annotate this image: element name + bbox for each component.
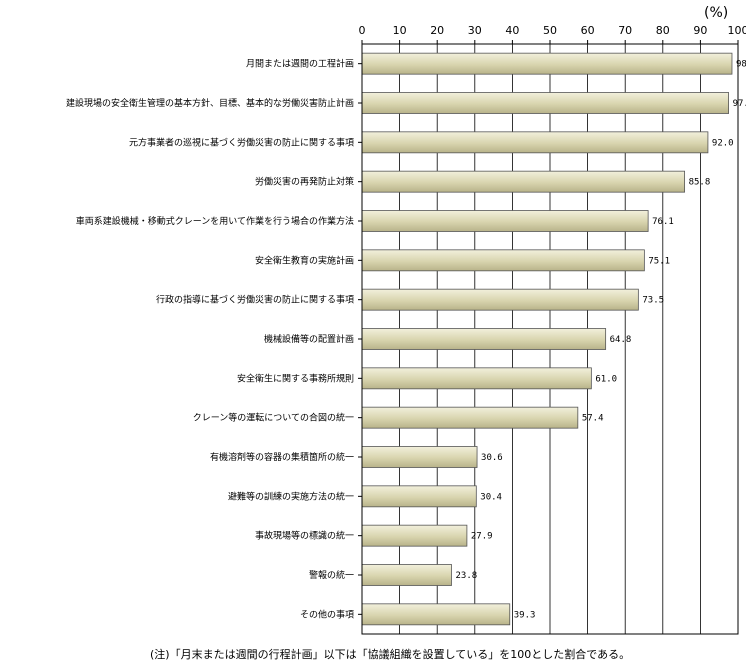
x-tick-label: 70 xyxy=(618,24,632,37)
value-label: 30.6 xyxy=(481,453,503,463)
value-label: 61.0 xyxy=(595,374,617,384)
value-label: 98.4 xyxy=(736,60,746,70)
bar xyxy=(361,367,592,390)
value-label: 27.9 xyxy=(471,532,493,542)
bar xyxy=(361,406,579,429)
x-tick-label: 80 xyxy=(656,24,670,37)
value-label: 92.0 xyxy=(712,138,734,148)
category-label: 元方事業者の巡視に基づく労働災害の防止に関する事項 xyxy=(129,136,354,148)
category-label: 警報の統一 xyxy=(309,569,354,581)
bars xyxy=(361,52,733,626)
bar xyxy=(361,564,452,586)
category-label: 行政の指導に基づく労働災害の防止に関する事項 xyxy=(156,294,354,306)
tick-labels: 0 10 20 30 40 50 60 70 80 90 100 xyxy=(359,24,746,37)
bar xyxy=(361,603,511,626)
bar xyxy=(361,170,686,193)
unit-label: (%) xyxy=(704,5,728,21)
category-label: 建設現場の安全衛生管理の基本方針、目標、基本的な労働災害防止計画 xyxy=(66,97,354,109)
bar xyxy=(361,131,709,154)
value-label: 23.8 xyxy=(455,571,477,581)
category-label: 安全衛生教育の実施計画 xyxy=(255,254,354,266)
category-label: 安全衛生に関する事務所規則 xyxy=(237,372,354,384)
value-label: 75.1 xyxy=(648,256,670,266)
bar xyxy=(361,485,477,508)
plot-frame xyxy=(361,43,739,635)
category-label: 車両系建設機械・移動式クレーンを用いて作業を行う場合の作業方法 xyxy=(76,215,354,227)
category-label: 月間または週間の工程計画 xyxy=(246,58,354,70)
value-label: 76.1 xyxy=(652,217,674,227)
category-label: 機械設備等の配置計画 xyxy=(264,333,354,345)
value-label: 39.3 xyxy=(514,610,536,620)
value-label: 73.5 xyxy=(642,296,664,306)
category-labels: 月間または週間の工程計画建設現場の安全衛生管理の基本方針、目標、基本的な労働災害… xyxy=(66,58,354,621)
footnote: (注)「月末または週間の行程計画」以下は「協議組織を設置している」を100とした… xyxy=(150,648,631,661)
value-label: 30.4 xyxy=(480,492,502,502)
x-tick-label: 90 xyxy=(693,24,707,37)
bar xyxy=(361,328,607,350)
bar xyxy=(361,210,649,232)
bar xyxy=(361,446,478,468)
category-label: 有機溶剤等の容器の集積箇所の統一 xyxy=(210,451,354,463)
category-label: その他の事項 xyxy=(300,608,354,620)
x-tick-label: 60 xyxy=(581,24,595,37)
category-label: 事故現場等の標識の統一 xyxy=(255,530,354,542)
bar xyxy=(361,288,639,311)
value-label: 85.8 xyxy=(689,178,711,188)
x-tick-label: 30 xyxy=(468,24,482,37)
x-tick-label: 10 xyxy=(393,24,407,37)
x-tick-label: 100 xyxy=(728,24,746,37)
x-tick-label: 0 xyxy=(359,24,366,37)
bar xyxy=(361,524,468,547)
value-labels: 98.4 97.5 92.0 85.8 76.1 75.1 73.5 64.8 61.0 57.4… xyxy=(455,60,746,621)
x-tick-label: 50 xyxy=(543,24,557,37)
category-label: クレーン等の運転についての合図の統一 xyxy=(193,412,354,424)
value-label: 64.8 xyxy=(610,335,632,345)
category-label: 労働災害の再発防止対策 xyxy=(255,176,354,188)
bar xyxy=(361,52,733,75)
x-tick-label: 40 xyxy=(505,24,519,37)
bar xyxy=(361,92,730,114)
value-label: 57.4 xyxy=(582,414,604,424)
bar xyxy=(361,249,645,272)
x-tick-label: 20 xyxy=(430,24,444,37)
value-label: 97.5 xyxy=(733,99,746,109)
category-label: 避難等の訓練の実施方法の統一 xyxy=(228,490,354,502)
